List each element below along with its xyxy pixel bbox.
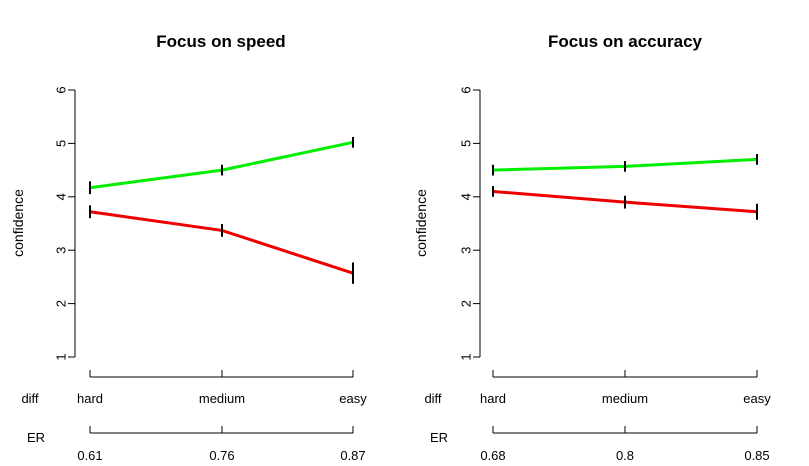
y-tick-label: 3 — [54, 247, 69, 254]
x-axis-name: diff — [21, 391, 38, 406]
y-tick-label: 5 — [54, 140, 69, 147]
x-axis-name: diff — [424, 391, 441, 406]
chart-title: Focus on accuracy — [548, 32, 703, 51]
y-tick-label: 6 — [54, 86, 69, 93]
er-tick-label: 0.76 — [209, 448, 234, 463]
er-tick-label: 0.68 — [480, 448, 505, 463]
y-tick-label: 2 — [54, 300, 69, 307]
series-line-2 — [89, 210, 354, 275]
y-tick-label: 4 — [54, 193, 69, 200]
y-tick-label: 3 — [459, 247, 474, 254]
y-tick-label: 2 — [459, 300, 474, 307]
er-axis-name: ER — [430, 430, 448, 445]
x-tick-label: hard — [480, 391, 506, 406]
y-tick-label: 5 — [459, 140, 474, 147]
y-tick-label: 1 — [459, 353, 474, 360]
y-tick-label: 6 — [459, 86, 474, 93]
y-axis-label: confidence — [413, 189, 429, 257]
chart-panel-2: Focus on accuracy 1 2 3 4 5 6 confidence hard med… — [413, 32, 771, 463]
x-tick-label: hard — [77, 391, 103, 406]
chart-panel-1: Focus on speed 1 2 3 4 5 6 confidence hard medium… — [10, 32, 367, 463]
chart-title: Focus on speed — [156, 32, 285, 51]
x-tick-label: easy — [339, 391, 367, 406]
er-tick-label: 0.8 — [616, 448, 634, 463]
er-axis-name: ER — [27, 430, 45, 445]
er-tick-label: 0.85 — [744, 448, 769, 463]
er-tick-label: 0.87 — [340, 448, 365, 463]
x-tick-label: medium — [199, 391, 245, 406]
er-tick-label: 0.61 — [77, 448, 102, 463]
x-tick-label: easy — [743, 391, 771, 406]
y-tick-label: 1 — [54, 353, 69, 360]
y-axis-label: confidence — [10, 189, 26, 257]
y-tick-label: 4 — [459, 193, 474, 200]
x-tick-label: medium — [602, 391, 648, 406]
